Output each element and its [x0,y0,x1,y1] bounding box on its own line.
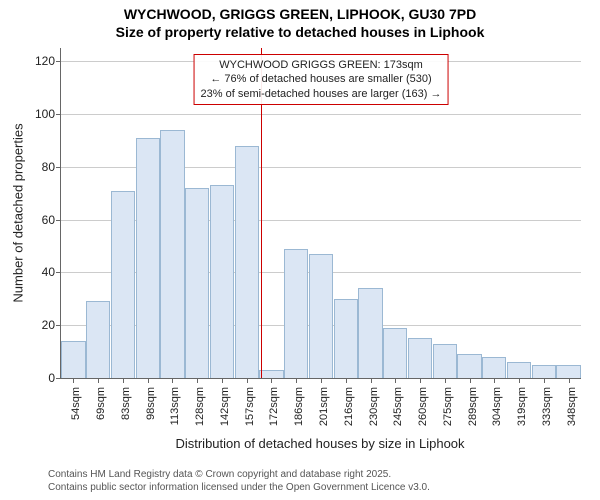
histogram-bar [334,299,358,378]
x-tick-label: 216sqm [337,387,355,426]
x-tick-mark [197,378,198,383]
histogram-bar [433,344,457,378]
x-tick-mark [271,378,272,383]
histogram-bar [136,138,160,378]
x-tick-mark [445,378,446,383]
histogram-bar [532,365,556,378]
x-tick-label: 98sqm [139,387,157,420]
title-line-1: WYCHWOOD, GRIGGS GREEN, LIPHOOK, GU30 7P… [0,6,600,24]
histogram-bar [408,338,432,378]
histogram-bar [457,354,481,378]
histogram-bar [160,130,184,378]
x-tick-mark [222,378,223,383]
histogram-bar [235,146,259,378]
x-tick-mark [470,378,471,383]
x-tick-label: 128sqm [188,387,206,426]
x-tick-mark [172,378,173,383]
x-tick-label: 157sqm [238,387,256,426]
histogram-bar [556,365,580,378]
histogram-bar [61,341,85,378]
footer-attribution: Contains HM Land Registry data © Crown c… [48,469,430,494]
x-tick-mark [544,378,545,383]
histogram-bar [309,254,333,378]
histogram-bar [482,357,506,378]
histogram-bar [210,185,234,378]
x-tick-label: 230sqm [362,387,380,426]
x-tick-mark [519,378,520,383]
annotation-line: 23% of semi-detached houses are larger (… [201,87,442,101]
x-tick-label: 289sqm [461,387,479,426]
x-tick-label: 172sqm [262,387,280,426]
histogram-bar [185,188,209,378]
chart-container: WYCHWOOD, GRIGGS GREEN, LIPHOOK, GU30 7P… [0,0,600,500]
footer-line-1: Contains HM Land Registry data © Crown c… [48,469,430,482]
x-tick-label: 142sqm [213,387,231,426]
x-tick-label: 69sqm [89,387,107,420]
x-tick-mark [395,378,396,383]
y-tick-label: 80 [42,160,61,174]
x-tick-mark [346,378,347,383]
y-tick-label: 0 [48,371,61,385]
annotation-line: ← 76% of detached houses are smaller (53… [201,72,442,86]
x-tick-label: 333sqm [535,387,553,426]
x-axis-label: Distribution of detached houses by size … [175,436,464,451]
x-tick-label: 348sqm [560,387,578,426]
histogram-bar [507,362,531,378]
x-tick-mark [123,378,124,383]
y-tick-label: 120 [35,54,61,68]
footer-line-2: Contains public sector information licen… [48,482,430,495]
y-tick-label: 40 [42,265,61,279]
chart-title: WYCHWOOD, GRIGGS GREEN, LIPHOOK, GU30 7P… [0,6,600,41]
x-tick-mark [296,378,297,383]
x-tick-label: 54sqm [64,387,82,420]
y-axis-label: Number of detached properties [11,123,26,302]
histogram-bar [259,370,283,378]
x-tick-mark [148,378,149,383]
x-tick-mark [73,378,74,383]
x-tick-label: 201sqm [312,387,330,426]
x-tick-label: 304sqm [485,387,503,426]
annotation-line: WYCHWOOD GRIGGS GREEN: 173sqm [201,58,442,72]
x-tick-label: 245sqm [386,387,404,426]
plot-area: 02040608010012054sqm69sqm83sqm98sqm113sq… [60,48,581,379]
x-tick-mark [247,378,248,383]
histogram-bar [383,328,407,378]
annotation-box: WYCHWOOD GRIGGS GREEN: 173sqm← 76% of de… [194,54,449,105]
x-tick-mark [420,378,421,383]
title-line-2: Size of property relative to detached ho… [0,24,600,42]
grid-line [61,114,581,115]
x-tick-mark [569,378,570,383]
x-tick-label: 275sqm [436,387,454,426]
x-tick-mark [371,378,372,383]
x-tick-mark [494,378,495,383]
y-tick-label: 100 [35,107,61,121]
x-tick-mark [98,378,99,383]
y-tick-label: 60 [42,213,61,227]
histogram-bar [284,249,308,378]
y-tick-label: 20 [42,318,61,332]
x-tick-mark [321,378,322,383]
x-tick-label: 83sqm [114,387,132,420]
histogram-bar [358,288,382,378]
histogram-bar [86,301,110,378]
x-tick-label: 260sqm [411,387,429,426]
histogram-bar [111,191,135,378]
x-tick-label: 319sqm [510,387,528,426]
x-tick-label: 186sqm [287,387,305,426]
x-tick-label: 113sqm [163,387,181,425]
